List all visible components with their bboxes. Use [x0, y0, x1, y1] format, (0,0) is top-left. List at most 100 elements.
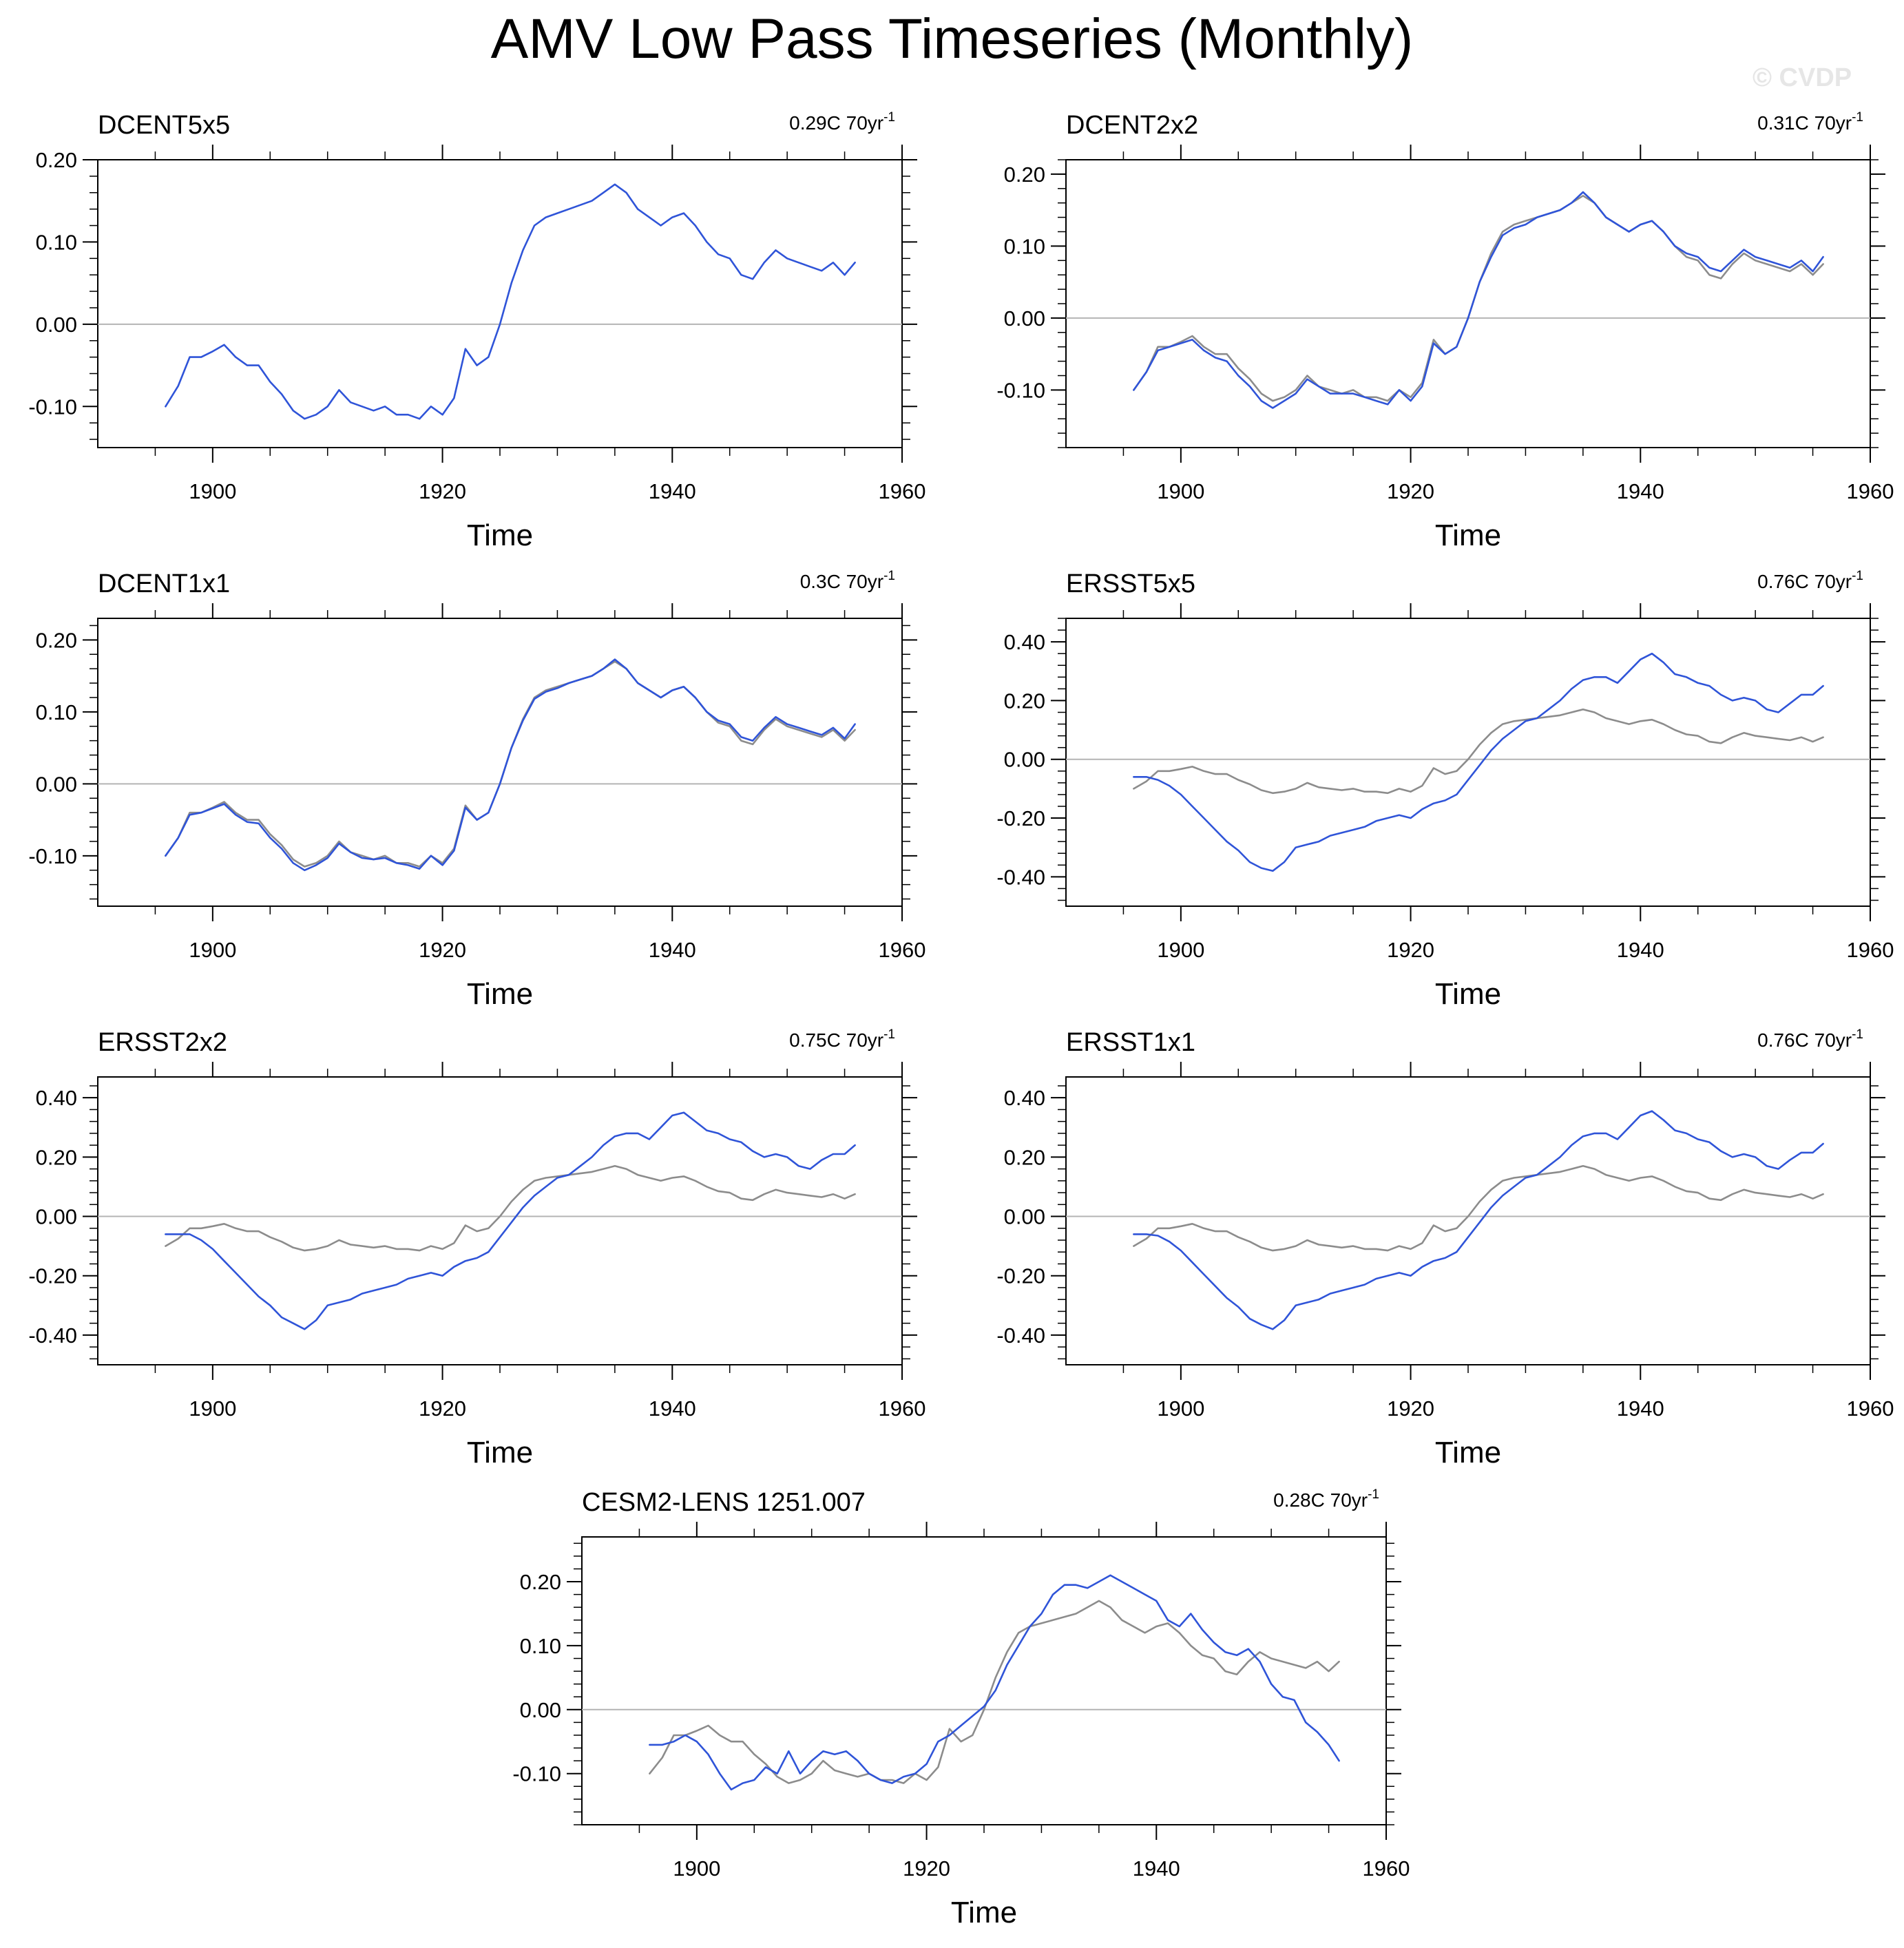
x-tick-label: 1900	[189, 938, 236, 962]
x-tick-label: 1940	[649, 1396, 696, 1421]
x-tick-label: 1900	[1157, 938, 1204, 962]
primary-series-line	[165, 1111, 856, 1330]
primary-series-line	[1133, 652, 1824, 872]
watermark: © CVDP	[1753, 63, 1852, 92]
y-tick-label: 0.10	[1004, 234, 1045, 258]
trend-exponent: -1	[883, 569, 895, 583]
trend-exponent: -1	[1368, 1487, 1379, 1502]
x-tick-label: 1920	[419, 1396, 466, 1421]
y-tick-label: 0.20	[520, 1570, 561, 1594]
x-tick-label: 1960	[879, 938, 926, 962]
chart-panel: 0.20 0.10 0.00 -0.10 1900 1920 1940 1960 Time DCE…	[996, 110, 1894, 552]
trend-value: 0.76C 70yr	[1757, 1029, 1852, 1051]
primary-series-line	[165, 183, 856, 420]
x-tick-label: 1960	[1847, 938, 1894, 962]
plot-frame	[1065, 1076, 1871, 1365]
y-tick-label: 0.00	[1004, 1205, 1045, 1229]
panel-title: DCENT1x1	[98, 569, 230, 598]
x-tick-label: 1900	[1157, 1396, 1204, 1421]
y-tick-label: 0.40	[36, 1086, 77, 1110]
trend-value: 0.76C 70yr	[1757, 571, 1852, 592]
panel-title: DCENT2x2	[1066, 111, 1198, 140]
x-axis-label: Time	[467, 519, 533, 552]
y-tick-label: 0.00	[36, 1205, 77, 1229]
y-tick-label: 0.20	[36, 148, 77, 172]
plot-frame	[1065, 618, 1871, 907]
y-tick-label: -0.20	[996, 1264, 1045, 1288]
x-tick-label: 1920	[419, 479, 466, 503]
y-tick-label: 0.20	[1004, 1145, 1045, 1169]
x-axis-label: Time	[467, 1436, 533, 1469]
trend-exponent: -1	[883, 110, 895, 125]
primary-series-line	[1133, 1110, 1824, 1330]
y-tick-label: 0.00	[36, 313, 77, 337]
y-tick-label: 0.20	[1004, 163, 1045, 187]
y-tick-label: 0.20	[36, 1145, 77, 1169]
trend-label: 0.76C 70yr-1	[1757, 1027, 1863, 1051]
x-tick-label: 1920	[1387, 479, 1434, 503]
y-tick-label: 0.10	[36, 230, 77, 254]
y-tick-label: -0.40	[996, 1323, 1045, 1348]
y-tick-label: -0.10	[28, 395, 77, 419]
chart-panel: 0.40 0.20 0.00 -0.20 -0.40 1900 1920 1940 1960 Ti…	[28, 1027, 925, 1469]
y-tick-label: -0.20	[28, 1264, 77, 1288]
x-tick-label: 1920	[1387, 1396, 1434, 1421]
y-tick-label: 0.20	[36, 628, 77, 652]
panel-title: ERSST2x2	[98, 1028, 227, 1057]
primary-series-line	[649, 1574, 1340, 1791]
y-tick-label: -0.10	[28, 844, 77, 868]
panel-title: ERSST1x1	[1066, 1028, 1195, 1057]
reference-series-line	[1133, 1165, 1824, 1252]
plot-frame	[97, 159, 903, 448]
x-tick-label: 1960	[879, 479, 926, 503]
x-tick-label: 1960	[1847, 1396, 1894, 1421]
y-tick-label: -0.40	[28, 1323, 77, 1348]
trend-label: 0.76C 70yr-1	[1757, 569, 1863, 592]
y-tick-label: 0.10	[36, 700, 77, 724]
panel-title: DCENT5x5	[98, 111, 230, 140]
x-tick-label: 1900	[673, 1856, 720, 1881]
x-axis-label: Time	[1435, 1436, 1501, 1469]
x-axis-label: Time	[1435, 977, 1501, 1011]
reference-series-line	[165, 1165, 856, 1252]
trend-value: 0.3C 70yr	[800, 571, 883, 592]
x-tick-label: 1960	[1363, 1856, 1410, 1881]
panel-title: ERSST5x5	[1066, 569, 1195, 598]
y-tick-label: -0.20	[996, 806, 1045, 830]
y-tick-label: 0.20	[1004, 689, 1045, 713]
x-tick-label: 1960	[1847, 479, 1894, 503]
reference-series-line	[1133, 194, 1824, 402]
x-tick-label: 1940	[649, 938, 696, 962]
chart-panel: 0.40 0.20 0.00 -0.20 -0.40 1900 1920 1940 1960 Ti…	[996, 1027, 1894, 1469]
figure-title: AMV Low Pass Timeseries (Monthly)	[490, 8, 1414, 70]
plot-frame	[97, 618, 903, 907]
reference-series-line	[1133, 708, 1824, 795]
x-axis-label: Time	[951, 1896, 1017, 1929]
x-tick-label: 1900	[1157, 479, 1204, 503]
x-tick-label: 1900	[189, 1396, 236, 1421]
trend-label: 0.28C 70yr-1	[1273, 1487, 1379, 1511]
reference-series-line	[649, 1600, 1340, 1784]
trend-value: 0.31C 70yr	[1757, 112, 1852, 134]
plot-frame	[581, 1536, 1387, 1825]
trend-exponent: -1	[883, 1027, 895, 1042]
panel-title: CESM2-LENS 1251.007	[582, 1488, 866, 1517]
plot-frame	[1065, 159, 1871, 448]
y-tick-label: 0.00	[520, 1698, 561, 1722]
x-tick-label: 1900	[189, 479, 236, 503]
trend-label: 0.31C 70yr-1	[1757, 110, 1863, 134]
trend-exponent: -1	[1852, 569, 1863, 583]
trend-label: 0.75C 70yr-1	[789, 1027, 895, 1051]
chart-panel: 0.20 0.10 0.00 -0.10 1900 1920 1940 1960 Time CES…	[512, 1487, 1410, 1929]
x-tick-label: 1920	[903, 1856, 950, 1881]
trend-value: 0.29C 70yr	[789, 112, 883, 134]
x-tick-label: 1940	[1617, 1396, 1664, 1421]
y-tick-label: -0.40	[996, 865, 1045, 889]
trend-value: 0.75C 70yr	[789, 1029, 883, 1051]
x-tick-label: 1940	[1617, 938, 1664, 962]
y-tick-label: -0.10	[996, 378, 1045, 402]
x-tick-label: 1920	[419, 938, 466, 962]
y-tick-label: -0.10	[512, 1762, 561, 1786]
y-tick-label: 0.40	[1004, 630, 1045, 654]
